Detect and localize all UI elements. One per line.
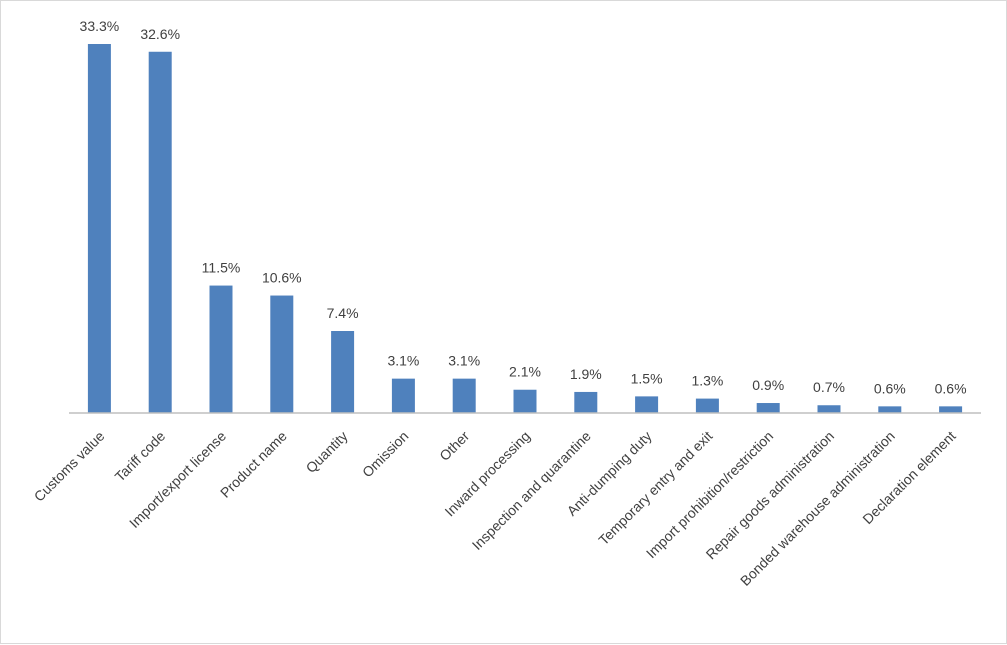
data-label-7: 3.1% xyxy=(448,353,480,369)
data-label-13: 0.7% xyxy=(813,379,845,395)
bar-12 xyxy=(756,403,780,413)
bar-11 xyxy=(695,398,719,413)
data-label-6: 3.1% xyxy=(387,353,419,369)
data-label-15: 0.6% xyxy=(935,380,967,396)
bar-4 xyxy=(270,295,294,413)
data-labels-group: 33.3% 32.6% 11.5% 10.6% 7.4% 3.1% 3.1% 2.1% 1.9%… xyxy=(80,18,967,396)
data-label-11: 1.3% xyxy=(691,373,723,389)
category-label-1: Customs value xyxy=(31,428,108,505)
data-label-3: 11.5% xyxy=(202,260,241,276)
bars-group xyxy=(87,44,963,414)
data-label-2: 32.6% xyxy=(140,26,180,42)
bar-5 xyxy=(331,331,355,413)
data-label-5: 7.4% xyxy=(327,305,359,321)
bar-15 xyxy=(939,406,963,413)
data-label-14: 0.6% xyxy=(874,380,906,396)
data-label-1: 33.3% xyxy=(80,18,120,34)
data-label-12: 0.9% xyxy=(752,377,784,393)
category-label-5: Quantity xyxy=(303,428,351,476)
bar-1 xyxy=(87,44,111,413)
bar-13 xyxy=(817,405,841,413)
data-label-10: 1.5% xyxy=(631,370,663,386)
bar-14 xyxy=(878,406,902,413)
data-label-9: 1.9% xyxy=(570,366,602,382)
data-label-8: 2.1% xyxy=(509,364,541,380)
bar-3 xyxy=(209,285,233,413)
category-label-6: Omission xyxy=(359,428,412,481)
category-label-12: Import prohibition/restriction xyxy=(643,428,776,561)
bar-10 xyxy=(635,396,659,413)
bar-8 xyxy=(513,389,537,413)
data-label-4: 10.6% xyxy=(262,270,302,286)
category-label-13: Repair goods administration xyxy=(703,428,838,563)
category-label-9: Inspection and quarantine xyxy=(469,428,594,553)
bar-7 xyxy=(452,378,476,413)
bar-9 xyxy=(574,391,598,413)
category-label-7: Other xyxy=(436,428,472,464)
bar-2 xyxy=(148,51,172,414)
bar-6 xyxy=(391,378,415,413)
category-label-11: Temporary entry and exit xyxy=(595,428,715,548)
category-label-2: Tariff code xyxy=(112,428,169,485)
